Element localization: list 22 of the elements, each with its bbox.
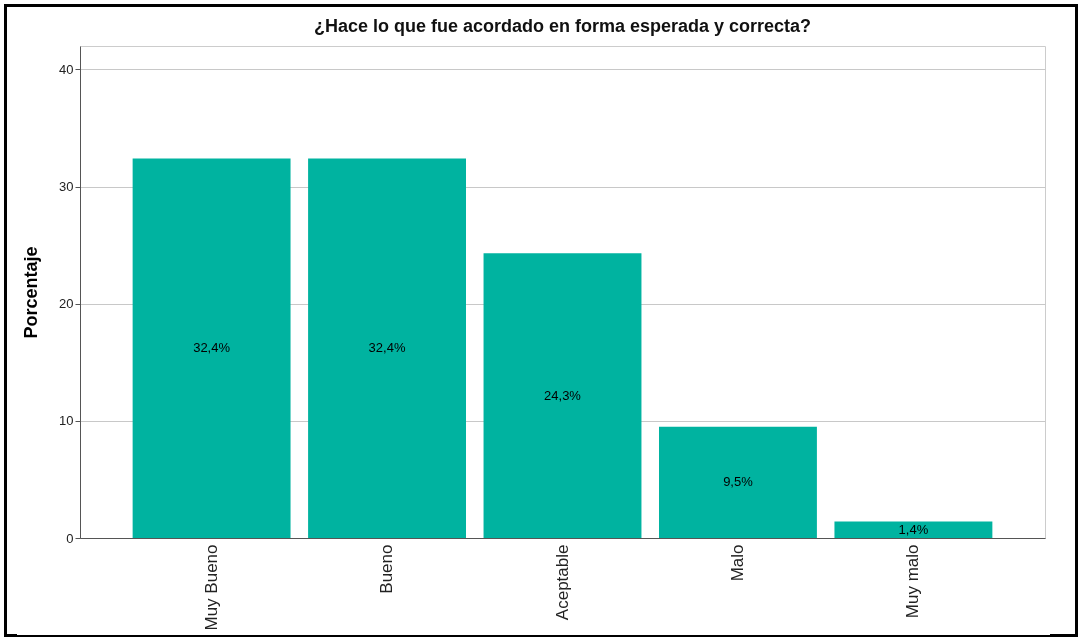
bar	[483, 253, 642, 538]
y-tick-label: 30	[59, 179, 74, 195]
y-tick-label: 0	[66, 530, 74, 546]
chart-title: ¿Hace lo que fue acordado en forma esperada y correcta?	[313, 16, 812, 36]
bar	[308, 158, 466, 538]
x-tick-label: Muy Bueno	[201, 544, 221, 631]
y-axis-title: Porcentaje	[21, 246, 42, 339]
y-tick-label: 20	[59, 296, 74, 312]
bar	[659, 426, 817, 538]
y-tick-label: 40	[59, 61, 74, 77]
data-label: 9,5%	[723, 474, 754, 490]
data-label: 32,4%	[193, 340, 231, 356]
bar	[834, 521, 993, 538]
x-tick-label: Aceptable	[552, 544, 572, 621]
data-label: 24,3%	[544, 387, 582, 403]
y-tick-label: 10	[59, 413, 74, 429]
bar	[132, 158, 291, 538]
data-label: 1,4%	[898, 521, 929, 537]
x-tick-label: Muy malo	[903, 544, 923, 619]
x-tick-label: Bueno	[377, 544, 397, 594]
data-label: 32,4%	[368, 340, 406, 356]
x-tick-label: Malo	[727, 544, 747, 582]
